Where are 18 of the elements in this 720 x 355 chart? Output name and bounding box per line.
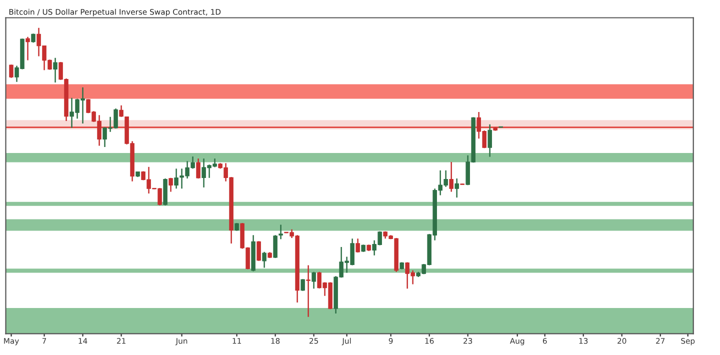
candlestick xyxy=(488,124,492,158)
candlestick xyxy=(278,224,283,240)
candlestick xyxy=(300,278,305,292)
candlestick xyxy=(168,177,173,192)
candlestick xyxy=(9,64,14,78)
candlestick xyxy=(356,238,360,254)
candlestick xyxy=(306,264,310,318)
candlestick xyxy=(26,36,30,61)
candlestick xyxy=(53,57,58,84)
candlestick xyxy=(449,161,454,192)
candlestick xyxy=(256,240,261,262)
candlestick xyxy=(262,251,266,268)
candlestick xyxy=(454,178,459,198)
candlestick xyxy=(119,104,124,118)
candlestick xyxy=(273,234,278,259)
candlestick xyxy=(312,271,316,290)
candlestick xyxy=(196,158,200,180)
candlestick xyxy=(174,168,178,190)
